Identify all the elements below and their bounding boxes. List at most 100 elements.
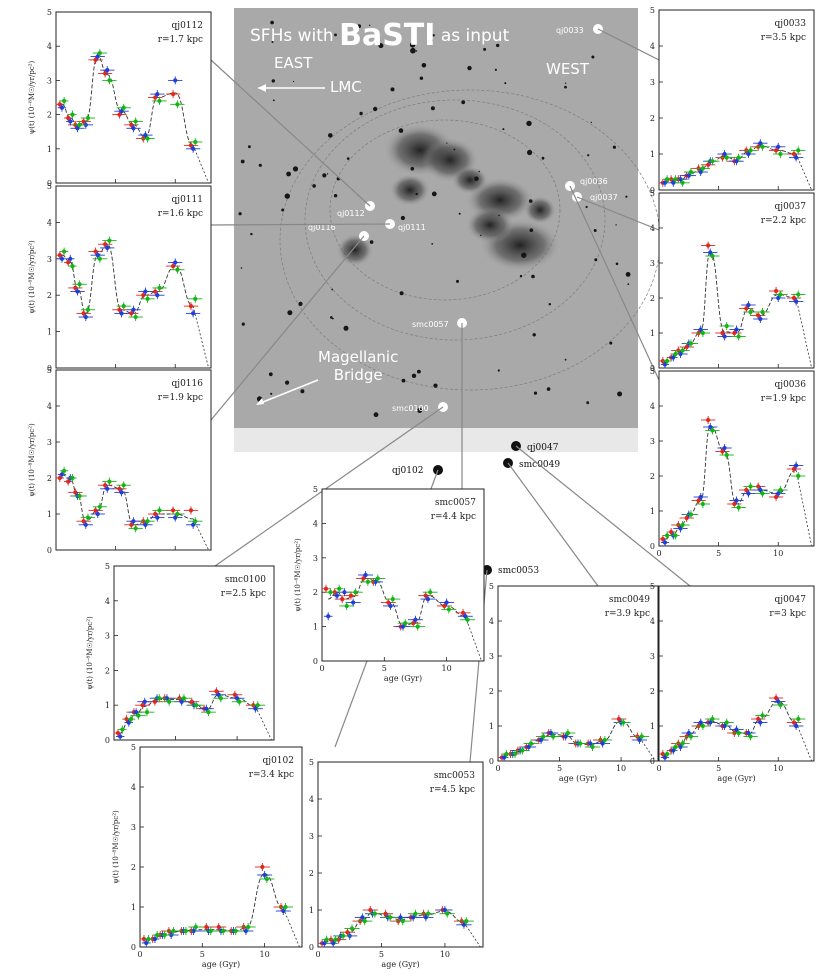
data-point-blue <box>334 593 340 598</box>
data-point-red <box>791 466 797 472</box>
data-point-blue <box>155 515 160 520</box>
model-tail <box>795 470 813 547</box>
panel-ylabel: ψ(t) (10⁻⁸M☉/yr/pc²) <box>294 538 302 612</box>
data-point-green <box>107 479 112 484</box>
map-ra-strip <box>234 428 638 452</box>
y-tick-label: 4 <box>309 795 314 804</box>
data-point-blue <box>75 126 80 131</box>
data-point-blue <box>173 515 178 520</box>
panel-qj0111: 0 1 2 3 4 5 qj0111 r=1.6 kpc ψ(t) (10⁻⁸M☉/yr/pc²… <box>28 182 212 373</box>
data-point-blue <box>388 603 393 609</box>
data-point-blue <box>179 699 184 704</box>
data-point-red <box>103 242 108 247</box>
field-star <box>498 214 500 217</box>
data-point-green <box>590 744 595 750</box>
field-star <box>292 166 299 172</box>
data-point-red <box>684 344 689 350</box>
data-point-blue <box>191 311 196 316</box>
y-tick-label: 1 <box>47 145 52 154</box>
density-contour <box>304 99 606 341</box>
panel-smc0100: 0 1 2 3 4 5 smc0100 r=2.5 kpc ψ(t) (10⁻⁸M☉/yr/pc… <box>86 562 275 745</box>
field-star <box>401 378 406 383</box>
data-point-green <box>121 304 126 309</box>
data-point-blue <box>216 692 221 697</box>
data-point-blue <box>794 155 799 160</box>
data-point-green <box>673 177 678 182</box>
map-title-prefix: SFHs with <box>250 26 334 46</box>
data-point-green <box>193 296 198 301</box>
data-point-blue <box>119 109 124 114</box>
connector-qj0116 <box>210 235 365 421</box>
data-point-red <box>345 930 350 935</box>
y-tick-label: 5 <box>47 366 52 375</box>
data-point-red <box>720 449 725 454</box>
data-point-blue <box>363 572 368 578</box>
data-point-blue <box>734 498 739 503</box>
y-tick-label: 4 <box>650 224 655 233</box>
field-star <box>373 106 378 112</box>
field-star <box>593 229 597 232</box>
model-tail <box>282 908 300 948</box>
map-label-qj0111: qj0111 <box>398 223 426 232</box>
y-tick-label: 2 <box>47 111 52 120</box>
field-star <box>433 383 438 388</box>
data-point-blue <box>155 293 160 298</box>
y-tick-label: 4 <box>131 783 136 792</box>
field-star <box>346 157 350 160</box>
y-tick-label: 5 <box>650 6 655 15</box>
y-tick-label: 1 <box>489 722 494 731</box>
data-point-blue <box>746 302 751 308</box>
y-tick-label: 3 <box>650 437 655 446</box>
lmc-arrowhead <box>258 84 266 92</box>
data-point-red <box>423 593 428 598</box>
data-point-blue <box>794 299 799 304</box>
data-point-green <box>710 159 715 164</box>
x-tick-label: 5 <box>716 764 721 773</box>
y-tick-label: 2 <box>489 687 494 696</box>
data-point-red <box>73 490 78 495</box>
x-tick-label: 0 <box>656 764 661 773</box>
panel-qj0102: 0 1 2 3 4 5 0 5 10 qj0102 r=3.4 kpc ψ(t) (10⁻⁸M☉/yr… <box>112 743 303 969</box>
data-point-green <box>428 590 433 595</box>
star-cloud <box>390 174 430 206</box>
map-label-qj0033: qj0033 <box>556 26 584 35</box>
y-tick-label: 3 <box>309 832 314 841</box>
density-contour <box>329 119 561 301</box>
data-point-blue <box>746 151 751 157</box>
field-star <box>272 99 275 102</box>
y-tick-label: 3 <box>489 652 494 661</box>
x-tick-label: 10 <box>260 950 270 959</box>
y-tick-label: 0 <box>47 364 52 373</box>
panel-field-name: qj0116 <box>172 379 204 389</box>
panel-xlabel: age (Gyr) <box>381 960 419 969</box>
data-point-red <box>204 924 209 930</box>
data-point-blue <box>191 522 196 527</box>
data-point-green <box>390 596 395 602</box>
data-point-red <box>460 610 466 615</box>
data-point-green <box>157 285 162 291</box>
y-tick-label: 5 <box>47 182 52 191</box>
panel-qj0112: 0 1 2 3 4 5 qj0112 r=1.7 kpc ψ(t) (10⁻⁸M☉/yr/pc²… <box>28 8 212 188</box>
data-point-green <box>171 928 176 934</box>
data-point-green <box>445 911 450 916</box>
data-point-green <box>70 112 75 117</box>
data-point-red <box>232 692 237 697</box>
field-star <box>398 128 404 133</box>
data-point-blue <box>351 600 356 605</box>
map-label-smc0057: smc0057 <box>412 320 449 329</box>
data-point-red <box>117 307 122 312</box>
data-point-blue <box>463 614 468 619</box>
panel-smc0053: 0 1 2 3 4 5 0 5 10 smc0053 r=4.5 kpc age (Gyr) <box>309 758 484 969</box>
y-tick-label: 4 <box>47 42 52 51</box>
field-star <box>281 208 285 212</box>
panel-xlabel: age (Gyr) <box>559 774 597 783</box>
panel-field-name: qj0047 <box>775 595 807 605</box>
data-point-green <box>324 937 329 942</box>
data-point-blue <box>637 737 642 743</box>
data-point-green <box>70 263 75 269</box>
data-point-green <box>680 522 685 528</box>
map-title-suffix: as input <box>440 26 510 46</box>
data-point-blue <box>105 68 110 73</box>
field-star <box>415 192 418 196</box>
data-point-green <box>183 928 188 934</box>
